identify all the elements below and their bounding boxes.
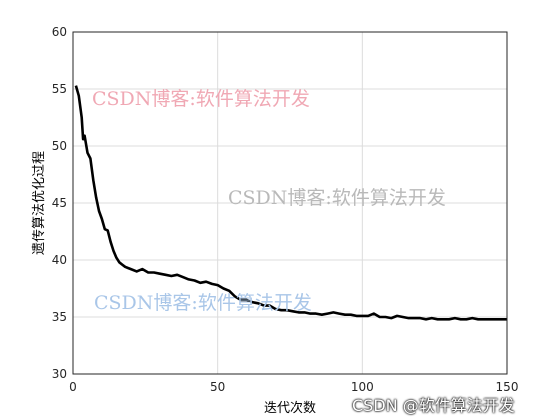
y-tick-label: 45 xyxy=(52,196,67,210)
x-tick-label: 0 xyxy=(69,380,77,394)
x-tick-label: 50 xyxy=(210,380,225,394)
x-tick-labels: 0 50 100 150 xyxy=(69,380,518,394)
y-tick-label: 35 xyxy=(52,310,67,324)
series-line xyxy=(74,85,507,321)
y-tick-labels: 30 35 40 45 50 55 60 xyxy=(52,25,67,381)
x-axis-label: 迭代次数 xyxy=(264,400,316,416)
y-tick-label: 60 xyxy=(52,25,67,39)
y-tick-label: 55 xyxy=(52,82,67,96)
series-line-group xyxy=(74,85,507,321)
grid-lines xyxy=(72,31,508,375)
y-tick-label: 40 xyxy=(52,253,67,267)
plot-frame xyxy=(72,31,508,375)
y-tick-label: 50 xyxy=(52,139,67,153)
x-tick-label: 100 xyxy=(351,380,374,394)
x-tick-label: 150 xyxy=(496,380,519,394)
y-axis-label: 遗传算法优化过程 xyxy=(32,151,47,255)
y-tick-label: 30 xyxy=(52,367,67,381)
footer-watermark: CSDN @软件算法开发 xyxy=(352,396,515,415)
